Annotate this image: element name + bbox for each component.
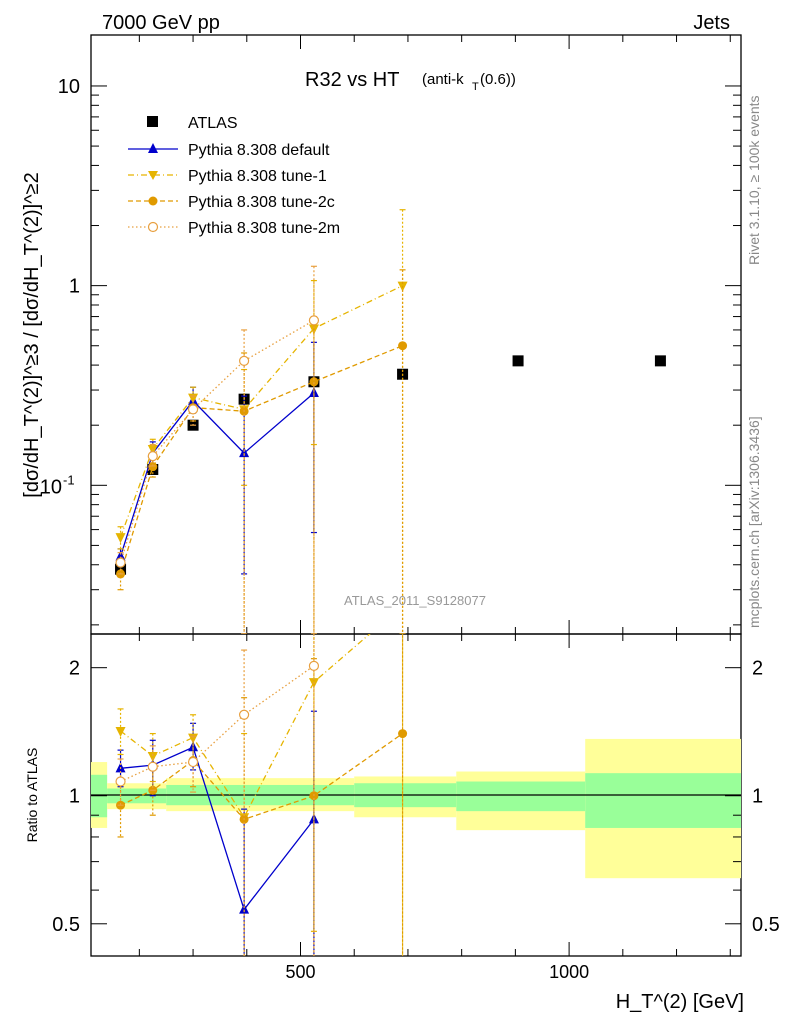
legend-marker-tune-2c xyxy=(148,196,158,206)
main-series xyxy=(115,209,666,634)
y-tick-label-0.1-base: 10 xyxy=(40,476,62,498)
header-right: Jets xyxy=(693,12,730,34)
series-3-marker-1 xyxy=(148,462,158,472)
ratio-series-1-marker-0 xyxy=(115,726,126,737)
ratio-clip-group xyxy=(115,634,408,956)
ratio-series-3-marker-2 xyxy=(187,756,199,768)
ratio-series-1-line xyxy=(120,634,371,819)
legend: ATLAS Pythia 8.308 default Pythia 8.308 … xyxy=(128,115,340,237)
series-4-marker-4 xyxy=(308,315,320,326)
ratio-y-label-l-1: 1 xyxy=(69,786,80,808)
ratio-y-label-r-1: 1 xyxy=(752,786,763,808)
x-tick-label-1000: 1000 xyxy=(549,962,589,982)
ratio-series-2-marker-5 xyxy=(398,729,408,739)
plot-title: R32 vs HT xyxy=(305,69,399,91)
ratio-series-3-marker-1 xyxy=(147,761,158,772)
ratio-y-label-r-2: 2 xyxy=(752,658,763,680)
legend-marker-default xyxy=(148,143,158,153)
plot-title-sub-subscript: T xyxy=(472,81,479,93)
series-4-marker-2 xyxy=(187,404,199,415)
header-left: 7000 GeV pp xyxy=(102,12,220,34)
x-axis-label: H_T^(2) [GeV] xyxy=(616,991,744,1013)
atlas-point-7 xyxy=(654,355,666,367)
series-1-marker-3 xyxy=(239,447,250,458)
legend-marker-tune-1 xyxy=(148,171,158,180)
series-2-line xyxy=(119,285,403,538)
ratio-series-0-marker-3 xyxy=(239,903,250,914)
ratio-series xyxy=(115,634,408,956)
ratio-y-label-l-2: 2 xyxy=(69,658,80,680)
ratio-series-3-marker-4 xyxy=(308,660,320,671)
ratio-series-3-marker-3 xyxy=(238,709,250,720)
plot-title-sub: (anti-k xyxy=(422,71,464,88)
rivet-label: Rivet 3.1.10, ≥ 100k events xyxy=(746,95,762,265)
ratio-series-2-line xyxy=(120,733,403,821)
ratio-band-green-1 xyxy=(107,788,167,804)
ratio-y-label-r-0.5: 0.5 xyxy=(752,914,780,936)
y-tick-label-0.1-exp: -1 xyxy=(63,472,75,487)
legend-label-tune-2m: Pythia 8.308 tune-2m xyxy=(188,220,340,237)
ratio-series-0-marker-2 xyxy=(188,741,199,752)
plot-title-sub-tail: (0.6)) xyxy=(480,71,516,88)
y-axis-label-ratio: Ratio to ATLAS xyxy=(24,748,40,843)
analysis-watermark: ATLAS_2011_S9128077 xyxy=(344,593,486,608)
series-3-line xyxy=(119,345,403,575)
atlas-point-6 xyxy=(512,355,524,367)
y-axis-label-top: [dσ/dH_T^(2)]^≥3 / [dσ/dH_T^(2)]^≥2 xyxy=(21,172,43,497)
mcplots-label: mcplots.cern.ch [arXiv:1306.3436] xyxy=(746,416,762,628)
series-1-marker-0 xyxy=(115,550,126,561)
ratio-band-green-4 xyxy=(456,781,586,812)
legend-label-tune-1: Pythia 8.308 tune-1 xyxy=(188,168,327,185)
legend-label-atlas: ATLAS xyxy=(188,115,238,132)
ratio-series-0-line xyxy=(120,746,315,911)
series-3-marker-5 xyxy=(398,341,408,351)
y-tick-label-10: 10 xyxy=(58,76,80,98)
top-clip-group xyxy=(115,209,666,634)
x-tick-label-500: 500 xyxy=(285,962,315,982)
y-axis-label-top-text: [dσ/dH_T^(2)]^≥3 / [dσ/dH_T^(2)]^≥2 xyxy=(21,172,43,497)
legend-marker-atlas xyxy=(147,116,158,127)
series-3-marker-4 xyxy=(309,377,319,387)
series-4-marker-3 xyxy=(238,355,250,366)
ratio-series-1-marker-1 xyxy=(147,751,158,762)
series-2-marker-0 xyxy=(115,533,126,544)
legend-label-tune-2c: Pythia 8.308 tune-2c xyxy=(188,194,335,211)
y-tick-label-1: 1 xyxy=(69,276,80,298)
series-4-marker-1 xyxy=(147,451,158,462)
series-4-line xyxy=(119,319,315,563)
ratio-y-label-l-0.5: 0.5 xyxy=(52,914,80,936)
ratio-band-green-5 xyxy=(585,773,741,828)
ratio-series-3-marker-0 xyxy=(115,776,126,787)
legend-label-default: Pythia 8.308 default xyxy=(188,142,330,159)
series-4-marker-0 xyxy=(115,557,126,568)
legend-marker-tune-2m xyxy=(147,221,159,233)
